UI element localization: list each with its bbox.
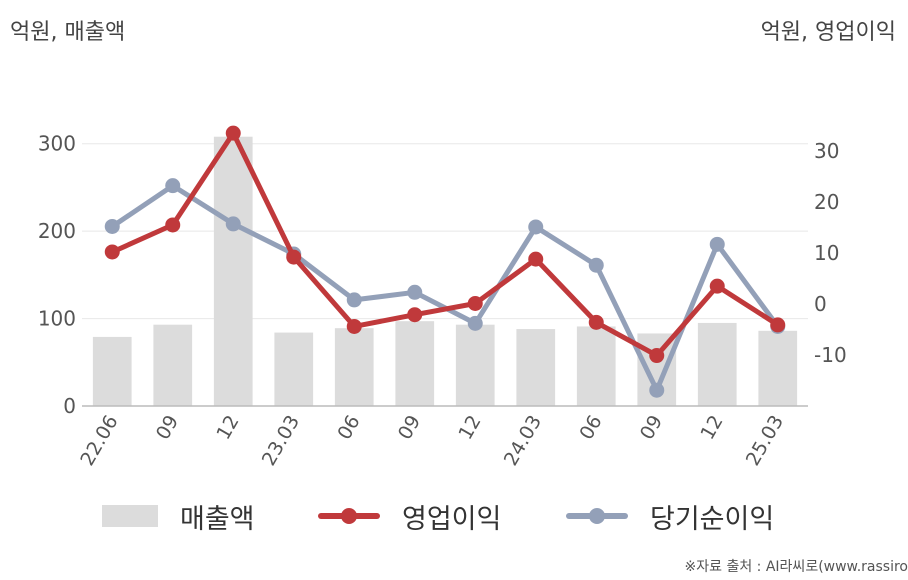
right-y-tick-label: -10 <box>814 343 847 367</box>
x-tick-label: 09 <box>152 412 183 444</box>
legend-item-net-income: 당기순이익 <box>566 496 774 536</box>
revenue-bar <box>395 321 435 406</box>
legend-item-revenue: 매출액 <box>102 496 255 536</box>
legend-label-net-income: 당기순이익 <box>650 503 775 535</box>
left-y-tick-label: 0 <box>63 394 76 418</box>
operating-profit-point <box>528 251 544 267</box>
net-income-point <box>467 315 483 331</box>
operating-profit-point <box>467 295 483 311</box>
legend-swatch-operating-profit <box>318 505 380 527</box>
x-tick-label: 06 <box>575 412 606 444</box>
revenue-bar <box>697 322 737 406</box>
revenue-bar <box>576 326 616 406</box>
x-tick-label: 12 <box>454 412 485 444</box>
combo-chart: 0 100 200 300 -10 0 10 20 30 22.06 09 12 23.03 06 09… <box>38 125 847 470</box>
operating-profit-point <box>225 125 241 141</box>
legend-swatch-revenue <box>102 505 158 527</box>
revenue-bar <box>334 328 374 406</box>
left-y-tick-label: 100 <box>38 307 76 331</box>
net-income-line <box>109 183 781 393</box>
revenue-bar <box>274 332 314 406</box>
legend-label-operating-profit: 영업이익 <box>402 503 502 535</box>
net-income-point <box>709 236 725 252</box>
revenue-bar <box>455 324 495 406</box>
revenue-bar <box>92 336 132 406</box>
right-y-tick-label: 20 <box>814 190 839 214</box>
left-y-tick-label: 200 <box>38 219 76 243</box>
net-income-point <box>165 178 181 194</box>
operating-profit-point <box>649 348 665 364</box>
net-income-point <box>588 257 604 273</box>
operating-profit-point <box>346 318 362 334</box>
x-tick-label: 06 <box>333 412 364 444</box>
revenue-bar <box>153 324 193 406</box>
net-income-point <box>528 219 544 235</box>
right-y-tick-label: 10 <box>814 241 839 265</box>
left-y-ticks: 0 100 200 300 <box>38 132 76 418</box>
net-income-point <box>346 292 362 308</box>
revenue-bars <box>92 136 798 406</box>
operating-profit-point <box>770 317 786 333</box>
left-y-tick-label: 300 <box>38 132 76 156</box>
net-income-point <box>225 216 241 232</box>
profit-lines <box>104 125 786 398</box>
operating-profit-point <box>407 307 423 323</box>
x-tick-label: 25.03 <box>742 412 788 470</box>
right-y-ticks: -10 0 10 20 30 <box>814 139 847 367</box>
right-y-tick-label: 0 <box>814 292 827 316</box>
x-tick-label: 23.03 <box>258 412 304 470</box>
revenue-bar <box>213 136 253 406</box>
right-y-tick-label: 30 <box>814 139 839 163</box>
legend: 매출액 영업이익 당기순이익 <box>0 496 908 536</box>
left-axis-unit: 억원, 매출액 <box>10 20 126 45</box>
source-note: ※자료 출처 : AI라씨로(www.rassiro <box>684 559 908 575</box>
operating-profit-line <box>109 130 781 358</box>
x-tick-label: 09 <box>636 412 667 444</box>
x-tick-label: 09 <box>394 412 425 444</box>
revenue-bar <box>758 330 798 406</box>
operating-profit-point <box>286 249 302 265</box>
right-axis-unit: 억원, 영업이익 <box>760 20 896 45</box>
net-income-point <box>407 284 423 300</box>
x-tick-label: 12 <box>696 412 727 444</box>
x-tick-label: 12 <box>212 412 243 444</box>
x-tick-label: 22.06 <box>76 412 122 470</box>
net-income-point <box>649 382 665 398</box>
operating-profit-point <box>709 278 725 294</box>
net-income-point <box>104 218 120 234</box>
operating-profit-point <box>104 244 120 260</box>
legend-label-revenue: 매출액 <box>180 503 255 535</box>
legend-swatch-net-income <box>566 505 628 527</box>
legend-item-operating-profit: 영업이익 <box>318 496 501 536</box>
x-ticks: 22.06 09 12 23.03 06 09 12 24.03 06 09 12 25.03 <box>76 412 788 470</box>
operating-profit-point <box>588 314 604 330</box>
revenue-bar <box>516 329 556 406</box>
operating-profit-point <box>165 217 181 233</box>
x-tick-label: 24.03 <box>500 412 546 470</box>
